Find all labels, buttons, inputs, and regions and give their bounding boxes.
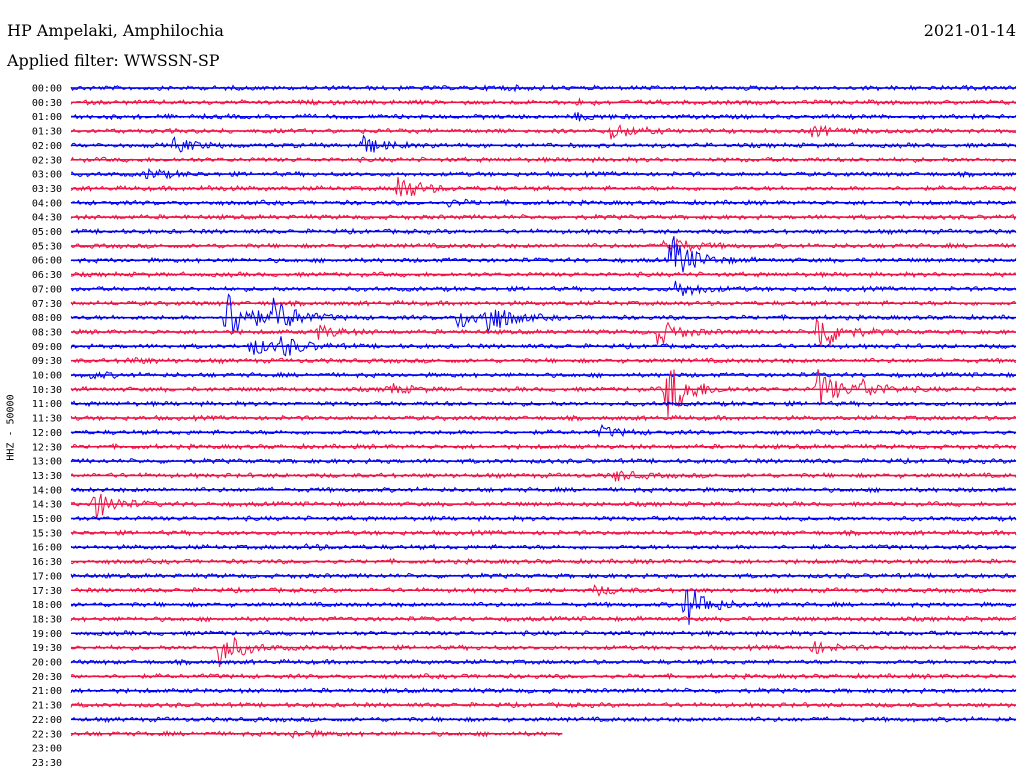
trace-line [70, 134, 1017, 153]
tick-label: 07:00 [32, 284, 62, 295]
tick-label: 02:30 [32, 155, 62, 166]
tick-label: 20:30 [32, 672, 62, 683]
tick-label: 04:00 [32, 198, 62, 209]
trace-line [70, 237, 1017, 252]
tick-label: 15:00 [32, 514, 62, 525]
station-title: HP Ampelaki, Amphilochia [7, 21, 224, 40]
tick-label: 01:00 [32, 112, 62, 123]
trace-line [70, 236, 1017, 273]
date-label: 2021-01-14 [923, 21, 1016, 40]
tick-label: 00:30 [32, 98, 62, 109]
tick-label: 03:00 [32, 170, 62, 181]
tick-label: 06:30 [32, 270, 62, 281]
trace-line [70, 299, 1017, 308]
tick-label: 16:30 [32, 557, 62, 568]
tick-label: 09:30 [32, 356, 62, 367]
trace-line [70, 658, 1017, 667]
tick-label: 09:00 [32, 342, 62, 353]
trace-line [70, 529, 1017, 537]
filter-line: Applied filter: WWSSN-SP [7, 52, 220, 70]
filter-name: WWSSN-SP [123, 51, 220, 70]
tick-label: 11:00 [32, 399, 62, 410]
trace-line [70, 400, 1017, 408]
tick-label: 18:30 [32, 614, 62, 625]
seismic-traces [70, 84, 1017, 739]
trace-line [70, 177, 1017, 197]
tick-label: 10:00 [32, 371, 62, 382]
tick-label: 21:00 [32, 686, 62, 697]
trace-line [70, 470, 1017, 482]
tick-label: 14:30 [32, 500, 62, 511]
tick-label: 16:00 [32, 543, 62, 554]
filter-prefix: Applied filter: [7, 51, 119, 70]
tick-label: 15:30 [32, 528, 62, 539]
trace-line [70, 557, 1017, 566]
tick-label: 23:00 [32, 744, 62, 755]
tick-label: 13:00 [32, 457, 62, 468]
trace-line [70, 123, 1017, 140]
tick-label: 10:30 [32, 385, 62, 396]
trace-line [70, 493, 1017, 519]
tick-label: 04:30 [32, 213, 62, 224]
tick-label: 14:00 [32, 485, 62, 496]
tick-label: 00:00 [32, 84, 62, 95]
trace-line [70, 423, 1017, 438]
trace-line [70, 457, 1017, 465]
time-tick-labels: 00:00 00:30 01:00 01:30 02:00 02:30 03:00 03:30… [32, 84, 62, 769]
tick-label: 17:00 [32, 571, 62, 582]
tick-label: 05:00 [32, 227, 62, 238]
tick-label: 01:30 [32, 127, 62, 138]
tick-label: 21:30 [32, 701, 62, 712]
tick-label: 19:30 [32, 643, 62, 654]
tick-label: 22:00 [32, 715, 62, 726]
tick-label: 17:30 [32, 586, 62, 597]
tick-label: 07:30 [32, 299, 62, 310]
tick-label: 06:00 [32, 256, 62, 267]
tick-label: 19:00 [32, 629, 62, 640]
tick-label: 18:00 [32, 600, 62, 611]
tick-label: 12:30 [32, 442, 62, 453]
tick-label: 08:30 [32, 327, 62, 338]
trace-line [71, 111, 1017, 122]
trace-line [70, 293, 1017, 334]
tick-label: 22:30 [32, 729, 62, 740]
tick-label: 05:30 [32, 241, 62, 252]
tick-label: 03:30 [32, 184, 62, 195]
tick-label: 02:00 [32, 141, 62, 152]
tick-label: 08:00 [32, 313, 62, 324]
tick-label: 20:00 [32, 658, 62, 669]
tick-label: 23:30 [32, 758, 62, 769]
tick-label: 11:30 [32, 414, 62, 425]
tick-label: 13:30 [32, 471, 62, 482]
tick-label: 12:00 [32, 428, 62, 439]
trace-line [70, 514, 1017, 523]
